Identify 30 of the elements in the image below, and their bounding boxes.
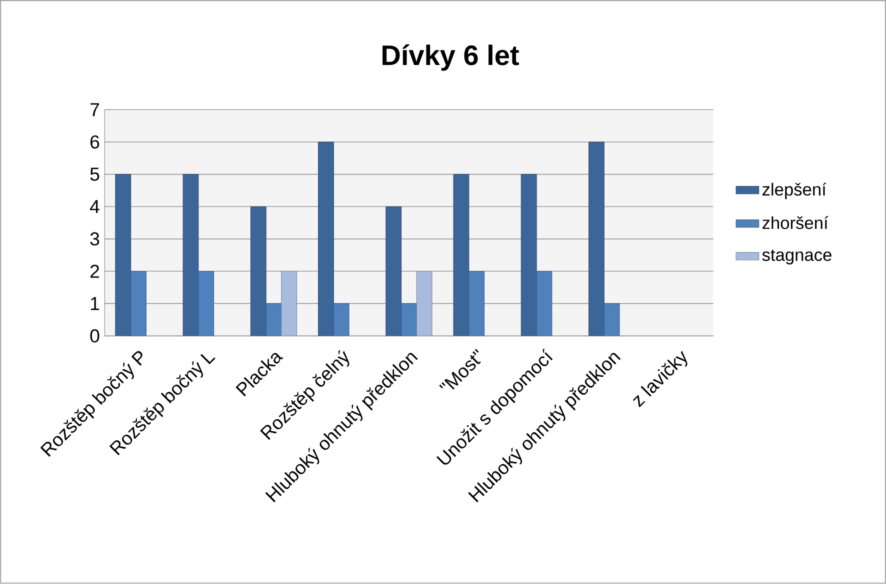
bar xyxy=(453,174,470,336)
bar xyxy=(182,174,199,336)
legend-label: zlepšení xyxy=(762,182,826,200)
y-tick-label: 6 xyxy=(90,135,100,149)
bar xyxy=(198,271,214,336)
legend-label: stagnace xyxy=(762,250,832,265)
bar xyxy=(536,271,552,336)
bar xyxy=(588,142,604,336)
bar xyxy=(130,271,146,336)
y-tick-label: 7 xyxy=(90,103,100,116)
bar xyxy=(115,174,132,336)
bar xyxy=(604,303,620,336)
legend-label: zhoršení xyxy=(762,216,828,230)
bar xyxy=(333,303,350,336)
bar xyxy=(468,271,485,336)
bar xyxy=(401,303,417,336)
bar xyxy=(520,174,537,336)
chart-title: Dívky 6 let xyxy=(382,44,519,71)
y-tick-label: 4 xyxy=(90,200,100,214)
y-tick-label: 3 xyxy=(90,232,100,246)
y-tick-label: 5 xyxy=(90,168,100,181)
y-tick-label: 2 xyxy=(90,264,100,278)
y-tick-label: 1 xyxy=(90,297,100,310)
bar xyxy=(281,271,298,336)
bar xyxy=(386,206,402,336)
bar xyxy=(266,303,282,336)
bar xyxy=(250,206,266,336)
bar xyxy=(318,142,334,336)
bar xyxy=(416,271,432,336)
y-tick-label: 0 xyxy=(90,329,100,343)
